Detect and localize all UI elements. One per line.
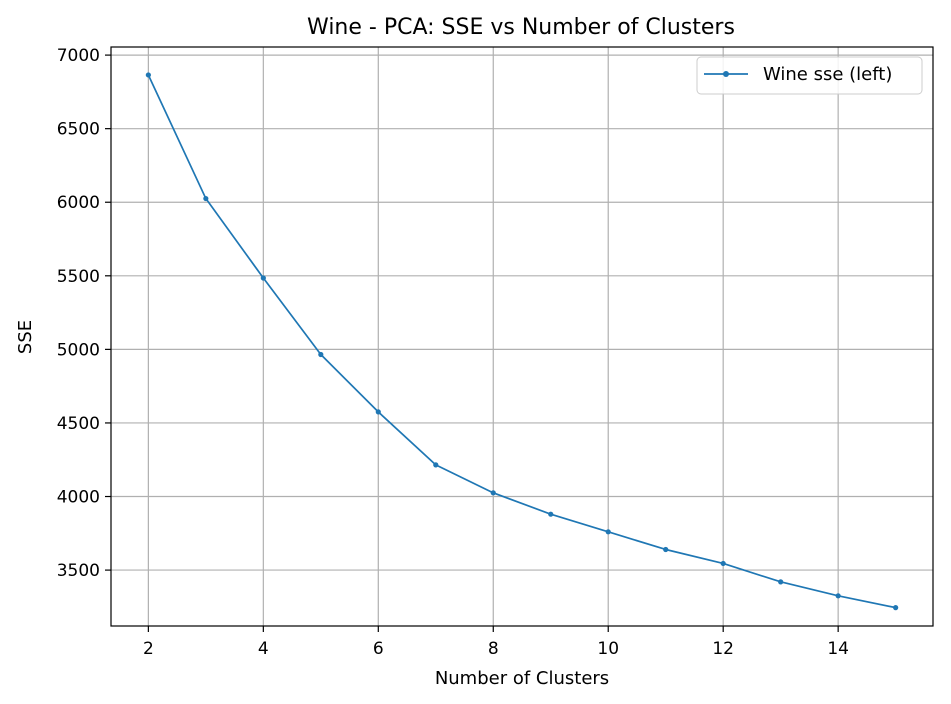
y-tick-label: 5000 xyxy=(57,340,100,360)
legend: Wine sse (left) xyxy=(696,56,923,95)
x-axis-ticks: 2 4 6 8 10 12 14 xyxy=(143,626,849,659)
plot-background xyxy=(111,47,933,626)
legend-label: Wine sse (left) xyxy=(763,64,892,85)
x-tick-label: 8 xyxy=(488,639,499,659)
y-axis-ticks: 3500 4000 4500 5000 5500 6000 6500 7000 xyxy=(57,46,111,581)
y-tick-label: 4500 xyxy=(57,414,100,434)
data-point xyxy=(605,529,611,535)
x-tick-label: 4 xyxy=(258,639,269,659)
grid-lines xyxy=(111,47,933,626)
data-point xyxy=(490,490,496,496)
data-point xyxy=(663,546,669,553)
data-point xyxy=(778,579,784,585)
y-tick-label: 6500 xyxy=(57,120,100,140)
data-point xyxy=(893,605,899,611)
data-point xyxy=(835,593,841,599)
y-tick-label: 4000 xyxy=(57,488,100,508)
x-tick-label: 12 xyxy=(712,639,734,659)
plot-frame xyxy=(110,46,934,627)
series-line xyxy=(147,74,896,609)
data-point xyxy=(720,560,726,567)
data-point xyxy=(203,195,209,202)
x-tick-label: 6 xyxy=(373,639,384,659)
data-point xyxy=(375,409,381,415)
y-axis-label: SSE xyxy=(15,320,36,354)
x-tick-label: 10 xyxy=(597,639,619,659)
series-layer xyxy=(145,72,899,611)
chart-title: Wine - PCA: SSE vs Number of Clusters xyxy=(307,15,735,40)
y-tick-label: 3500 xyxy=(57,561,100,581)
plot-area xyxy=(110,46,934,627)
x-axis-label: Number of Clusters xyxy=(435,668,609,689)
legend-marker xyxy=(723,71,729,77)
x-tick-label: 14 xyxy=(827,639,849,659)
y-tick-label: 6000 xyxy=(57,193,100,213)
data-point xyxy=(548,511,554,517)
data-point xyxy=(260,275,266,281)
x-tick-label: 2 xyxy=(143,639,154,659)
data-point xyxy=(318,351,324,358)
y-tick-label: 7000 xyxy=(57,46,100,66)
y-tick-label: 5500 xyxy=(57,267,100,287)
data-point xyxy=(145,72,151,78)
legend-box xyxy=(696,56,923,95)
data-point xyxy=(433,462,439,468)
